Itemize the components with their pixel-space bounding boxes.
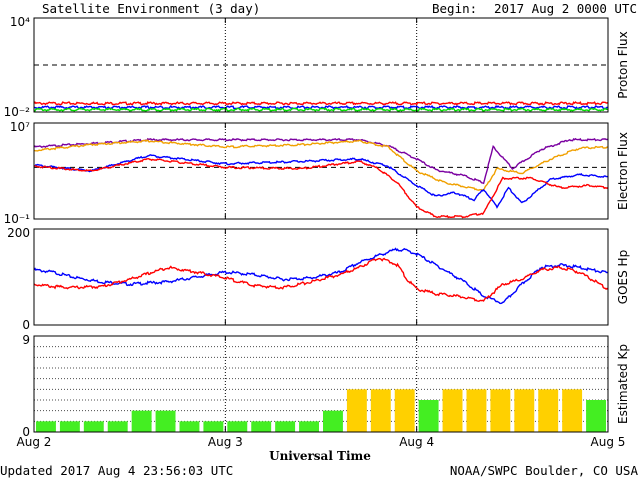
kp-bar <box>179 421 200 432</box>
kp-bar <box>466 389 487 432</box>
updated-text: Updated 2017 Aug 4 23:56:03 UTC <box>0 463 233 478</box>
series-orange <box>34 139 608 192</box>
y-axis-label: GOES Hp <box>616 250 630 304</box>
kp-bar <box>394 389 415 432</box>
y-axis-label: Electron Flux <box>616 132 630 210</box>
kp-bar <box>299 421 319 432</box>
panel-data <box>34 137 608 219</box>
series-red <box>34 257 608 303</box>
kp-bar <box>227 421 248 432</box>
series-red <box>34 157 608 219</box>
panel-frame <box>33 335 609 433</box>
kp-bar <box>155 410 176 432</box>
panel-data <box>34 100 608 112</box>
kp-bar <box>36 421 56 432</box>
kp-bar <box>275 421 296 432</box>
kp-bar <box>251 421 272 432</box>
y-tick-label-top: 9 <box>22 333 30 347</box>
y-tick-label-top: 10⁷ <box>10 120 30 134</box>
panel-data <box>34 247 608 305</box>
kp-bar <box>83 421 104 432</box>
panel-frame <box>33 17 609 113</box>
x-tick-label: Aug 3 <box>208 435 243 449</box>
panel-4: 9 0 Estimated Kp <box>22 333 630 439</box>
panel-frame <box>33 228 609 326</box>
series-green <box>34 107 608 112</box>
series-blue <box>34 104 608 110</box>
kp-bar <box>442 389 463 432</box>
x-tick-label: Aug 4 <box>399 435 434 449</box>
y-tick-label-top: 10⁴ <box>10 15 30 29</box>
series-blue <box>34 247 608 305</box>
kp-bar <box>323 410 343 432</box>
panels-group: 10⁴ 10⁻² Proton Flux 10⁷ 10⁻¹ Electron Flux 20… <box>4 15 630 449</box>
kp-bar <box>107 421 128 432</box>
y-axis-label: Proton Flux <box>616 31 630 98</box>
kp-bar <box>490 389 511 432</box>
kp-bar <box>59 421 80 432</box>
credit-text: NOAA/SWPC Boulder, CO USA <box>450 463 639 478</box>
kp-bar <box>418 400 439 432</box>
y-tick-label-top: 200 <box>7 226 30 240</box>
kp-bar <box>370 389 391 432</box>
series-blue <box>34 154 608 209</box>
x-tick-label: Aug 2 <box>17 435 52 449</box>
begin-label: Begin: <box>432 1 477 16</box>
kp-bar <box>562 389 583 432</box>
kp-bar <box>203 421 224 432</box>
panel-3: 200 0 GOES Hp <box>7 226 630 332</box>
y-tick-label-bottom: 0 <box>22 318 30 332</box>
y-tick-label-bottom: 10⁻¹ <box>4 212 31 226</box>
y-tick-label-bottom: 0 <box>22 425 30 439</box>
plot-title: Satellite Environment (3 day) <box>42 1 260 16</box>
kp-bar <box>346 389 367 432</box>
panel-frame <box>33 122 609 220</box>
y-tick-label-bottom: 10⁻² <box>4 105 31 119</box>
series-red <box>34 100 608 106</box>
kp-bar <box>131 410 152 432</box>
x-axis-title: Universal Time <box>269 449 371 463</box>
kp-bar <box>538 389 559 432</box>
panel-2: 10⁷ 10⁻¹ Electron Flux <box>4 120 630 226</box>
x-tick-label: Aug 5 <box>591 435 626 449</box>
y-axis-label: Estimated Kp <box>616 344 630 424</box>
panel-1: 10⁴ 10⁻² Proton Flux <box>4 15 630 119</box>
kp-bar <box>586 400 606 432</box>
series-purple <box>34 137 608 185</box>
begin-value: 2017 Aug 2 0000 UTC <box>494 1 637 16</box>
panel-data <box>36 389 606 432</box>
kp-bar <box>514 389 535 432</box>
